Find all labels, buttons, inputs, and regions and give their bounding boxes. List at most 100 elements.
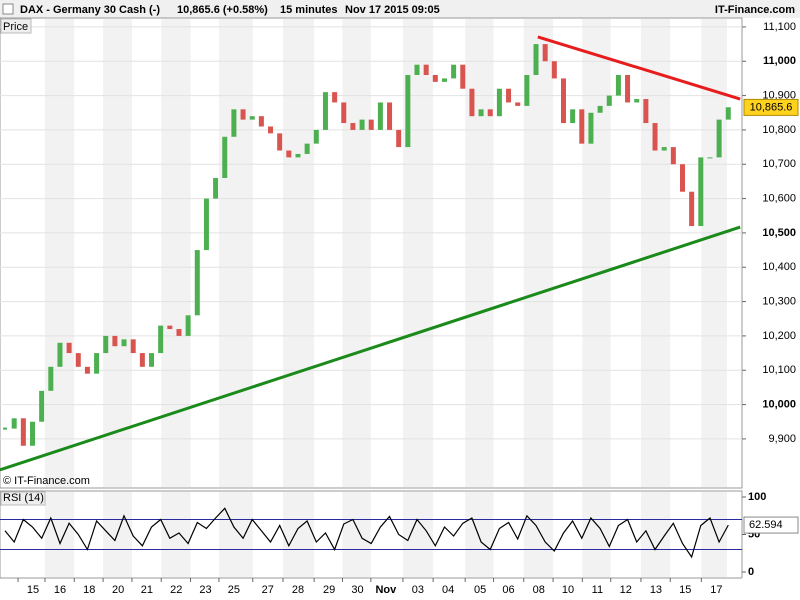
day-band <box>582 19 611 487</box>
candle <box>432 74 438 82</box>
day-band <box>103 19 132 487</box>
rsi-last-tag <box>743 516 799 534</box>
x-tick-label: 15 <box>27 584 39 596</box>
candle <box>57 342 63 367</box>
candle <box>670 147 676 165</box>
candle <box>39 390 45 422</box>
y-tick-label: 100 <box>748 491 766 503</box>
x-tick-label: 11 <box>592 584 603 596</box>
y-tick-label: 10,800 <box>762 124 796 136</box>
price-title: Price <box>3 21 28 33</box>
candle <box>313 129 319 144</box>
candle <box>643 99 649 124</box>
y-tick-label: 10,400 <box>762 261 796 273</box>
watermark: © IT-Finance.com <box>3 475 90 487</box>
candle <box>606 95 612 106</box>
candle <box>515 102 521 106</box>
last-price-label: 10,865.6 <box>750 101 793 113</box>
candle <box>304 143 310 154</box>
datetime: Nov 17 2015 09:05 <box>345 4 440 16</box>
candle <box>597 105 603 113</box>
y-tick-label: 10,900 <box>762 89 796 101</box>
rsi-title: RSI (14) <box>3 492 44 504</box>
day-band <box>282 19 315 487</box>
x-tick-label: Nov <box>375 584 397 596</box>
y-tick-label: 10,300 <box>762 295 796 307</box>
candle <box>487 109 493 117</box>
candle <box>634 99 640 103</box>
candle <box>707 157 713 159</box>
y-tick-label: 11,100 <box>763 21 796 33</box>
candle <box>277 133 283 151</box>
candle <box>524 74 530 106</box>
axis-strip <box>742 578 800 600</box>
x-tick-label: 25 <box>228 584 240 596</box>
y-tick-label: 10,000 <box>762 398 796 410</box>
candle <box>176 329 182 336</box>
x-tick-label: 04 <box>442 584 454 596</box>
candle <box>322 92 328 130</box>
candle <box>112 335 118 347</box>
price-title-box <box>0 18 32 34</box>
x-tick-label: 20 <box>112 584 124 596</box>
instrument: DAX - Germany 30 Cash (-) <box>20 4 160 16</box>
x-tick-label: 22 <box>170 584 182 596</box>
x-tick-label: 15 <box>679 584 691 596</box>
candle <box>149 353 155 367</box>
candle <box>167 325 173 330</box>
candle <box>20 418 26 446</box>
day-band <box>701 19 727 487</box>
candle <box>84 366 90 374</box>
day-band <box>44 492 75 577</box>
candle <box>29 421 35 446</box>
day-band <box>465 492 494 577</box>
candle <box>185 315 191 336</box>
candle <box>341 102 347 124</box>
candle <box>423 64 429 75</box>
menu-icon[interactable] <box>2 3 14 15</box>
candle <box>716 119 722 158</box>
day-band <box>282 492 315 577</box>
candle <box>441 78 447 82</box>
x-tick-label: 05 <box>474 584 486 596</box>
candle <box>75 353 81 367</box>
candle <box>542 44 548 62</box>
candle <box>615 74 621 96</box>
candle <box>249 116 255 120</box>
x-tick-label: 27 <box>262 584 274 596</box>
day-band <box>523 492 554 577</box>
x-tick-label: 29 <box>323 584 335 596</box>
candle <box>652 123 658 151</box>
x-tick-label: 30 <box>351 584 363 596</box>
candle <box>258 116 264 127</box>
trendline <box>537 35 741 101</box>
candle <box>94 353 100 374</box>
candle <box>121 339 127 347</box>
day-band <box>342 492 371 577</box>
quote: 10,865.6 (+0.58%) <box>177 4 268 16</box>
x-tick-label: 06 <box>502 584 514 596</box>
y-tick-label: 11,000 <box>763 55 796 67</box>
candle <box>66 342 72 354</box>
candle <box>533 44 539 75</box>
candle <box>405 74 411 148</box>
interval: 15 minutes <box>280 4 337 16</box>
candle <box>48 366 54 391</box>
candle <box>414 64 420 75</box>
y-tick-label: 10,500 <box>762 227 796 239</box>
candle <box>570 109 576 124</box>
header-bar <box>0 0 800 18</box>
day-band <box>465 19 494 487</box>
candle <box>130 339 136 354</box>
candle <box>588 112 594 144</box>
candle <box>377 102 383 130</box>
y-tick-label: 10,700 <box>762 158 796 170</box>
candle <box>213 177 219 199</box>
candle <box>560 78 566 124</box>
candle <box>359 119 365 130</box>
y-tick-label: 9,900 <box>768 433 796 445</box>
brand: IT-Finance.com <box>715 4 795 16</box>
x-tick-label: 23 <box>199 584 211 596</box>
candle <box>506 88 512 103</box>
